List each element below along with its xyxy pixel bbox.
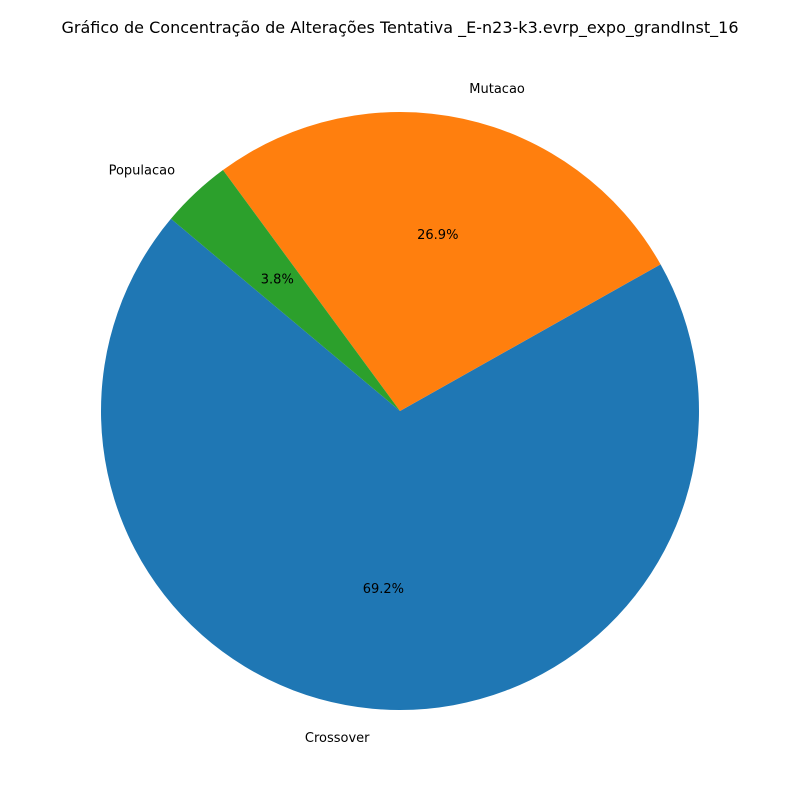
pie-labels: Crossover 69.2% Mutacao 26.9% Populacao 3.8% (109, 82, 525, 746)
chart-title: Gráfico de Concentração de Alterações Te… (61, 18, 738, 38)
pie-slices (101, 111, 700, 711)
slice-label-mutacao: Mutacao (469, 82, 525, 97)
pie-slice-populacao (170, 170, 400, 411)
pct-label-crossover: 69.2% (363, 582, 404, 597)
pct-label-populacao: 3.8% (261, 273, 294, 288)
slice-label-populacao: Populacao (109, 164, 176, 179)
pct-label-mutacao: 26.9% (417, 228, 458, 243)
slice-label-crossover: Crossover (305, 731, 370, 746)
pie-slice-crossover (101, 218, 700, 711)
pie-slice-mutacao (222, 111, 661, 411)
